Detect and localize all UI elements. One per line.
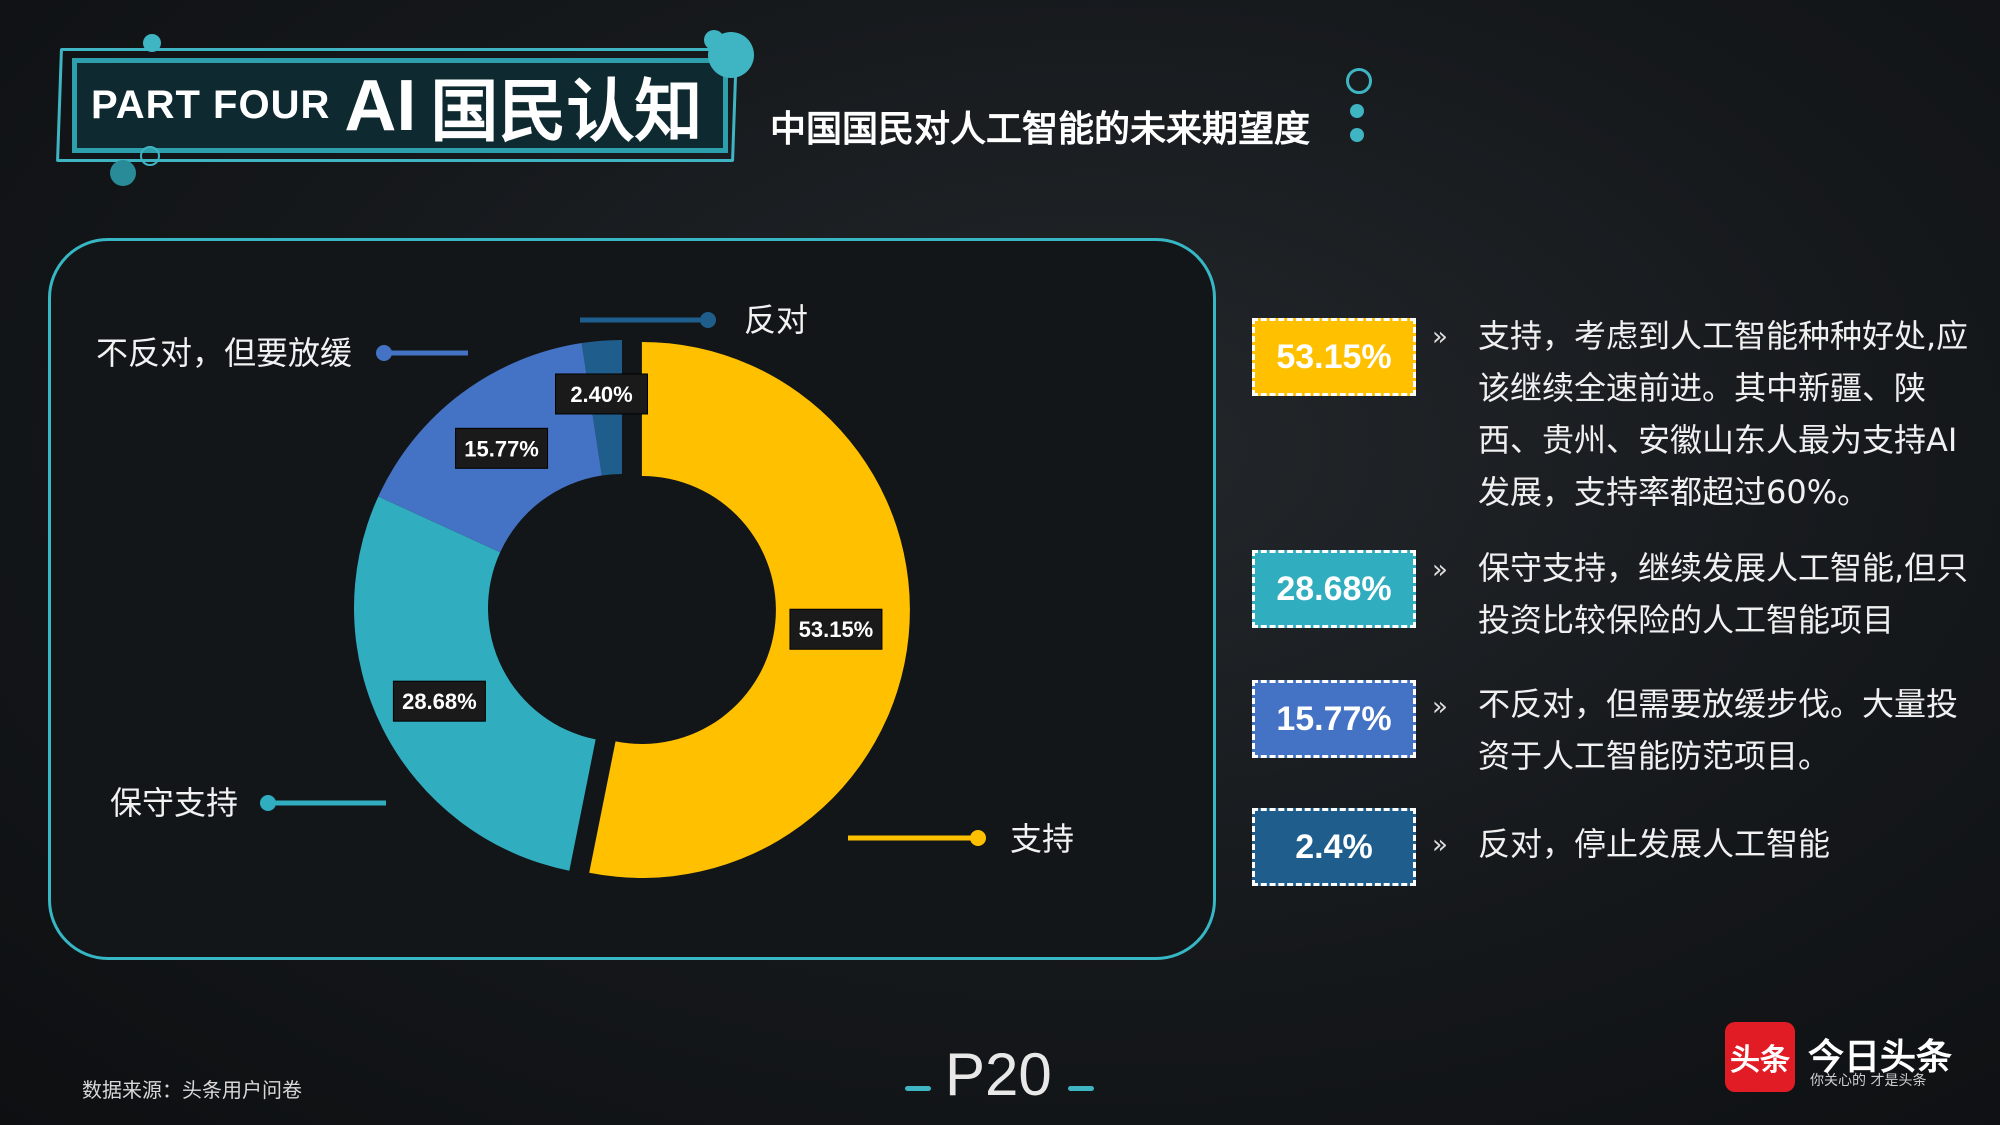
- page-number-dash-left: [905, 1086, 931, 1091]
- decor-dot: [1350, 104, 1364, 118]
- toutiao-logo-icon: 头条: [1725, 1022, 1795, 1092]
- legend-pct-box: 2.4%: [1252, 808, 1416, 886]
- data-label: 28.68%: [392, 680, 486, 722]
- data-label: 53.15%: [789, 608, 883, 650]
- legend-description: 不反对，但需要放缓步伐。大量投资于人工智能防范项目。: [1478, 685, 1959, 775]
- donut-chart: 53.15% 28.68% 15.77% 2.40% 支持 保守支持 不反对，但要放缓 反对: [96, 301, 1074, 878]
- legend-description: 支持，考虑到人工智能种种好处,应该继续全速前进。其中新疆、陕西、贵州、安徽山东人…: [1478, 317, 1969, 511]
- decor-dot: [143, 34, 161, 52]
- legend-description: 反对，停止发展人工智能: [1478, 825, 1831, 863]
- section-title: 国民认知: [430, 73, 703, 152]
- data-label: 2.40%: [555, 373, 649, 415]
- category-label: 反对: [744, 301, 808, 339]
- svg-text:2.40%: 2.40%: [570, 382, 632, 407]
- data-label: 15.77%: [455, 427, 549, 469]
- decor-dot: [110, 160, 136, 186]
- logo-slogan: 你关心的 才是头条: [1810, 1073, 1927, 1089]
- category-label: 保守支持: [110, 784, 238, 822]
- callout-dot: [260, 795, 276, 811]
- legend-description: 保守支持，继续发展人工智能,但只投资比较保险的人工智能项目: [1478, 549, 1969, 639]
- data-source: 数据来源：头条用户问卷: [82, 1078, 302, 1102]
- ai-label: AI: [344, 65, 417, 146]
- arrow-icon: »: [1432, 555, 1448, 585]
- legend-pct-box: 15.77%: [1252, 680, 1416, 758]
- svg-text:28.68%: 28.68%: [402, 689, 477, 714]
- page-subtitle: 中国国民对人工智能的未来期望度: [770, 109, 1311, 150]
- arrow-icon: »: [1432, 830, 1448, 860]
- svg-text:15.77%: 15.77%: [464, 436, 539, 461]
- decor-dot: [1346, 68, 1372, 94]
- arrow-icon: »: [1432, 692, 1448, 722]
- decor-dot: [140, 146, 160, 166]
- arrow-icon: »: [1432, 322, 1448, 352]
- legend-pct-box: 53.15%: [1252, 318, 1416, 396]
- callout-dot: [700, 312, 716, 328]
- page-number: P20: [945, 1041, 1052, 1108]
- callout-dot: [376, 345, 392, 361]
- header-badge: PART FOUR AI 国民认知: [72, 58, 728, 153]
- category-label: 不反对，但要放缓: [96, 334, 352, 372]
- svg-text:53.15%: 53.15%: [799, 617, 874, 642]
- decor-dot: [1350, 128, 1364, 142]
- page-number-dash-right: [1068, 1086, 1094, 1091]
- category-label: 支持: [1010, 820, 1074, 858]
- legend-pct-box: 28.68%: [1252, 550, 1416, 628]
- part-label: PART FOUR: [91, 83, 331, 127]
- logo-name: 今日头条: [1808, 1037, 1953, 1078]
- decor-dot: [704, 30, 724, 50]
- donut-slice: [589, 341, 910, 878]
- callout-dot: [970, 830, 986, 846]
